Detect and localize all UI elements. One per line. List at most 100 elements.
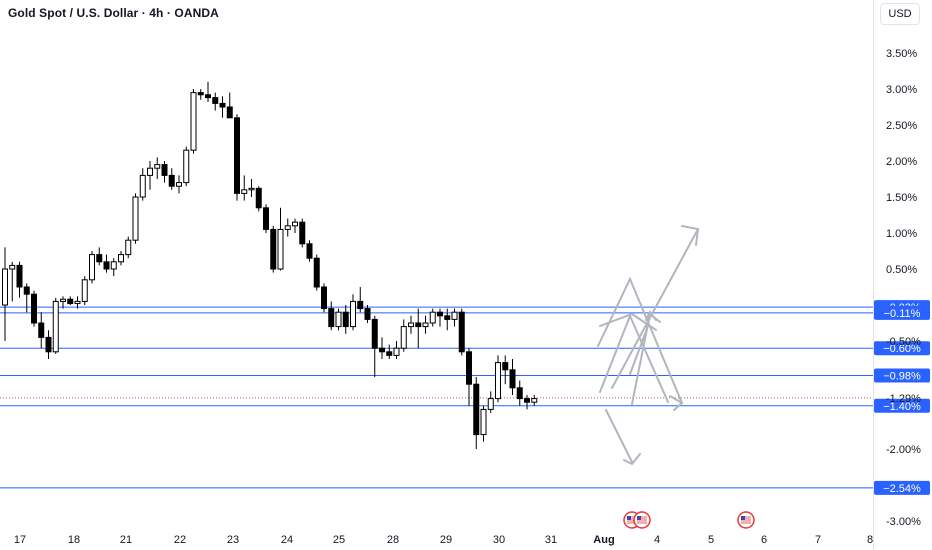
candle — [139, 168, 146, 201]
candle-body — [415, 322, 422, 328]
flag-canton — [627, 516, 631, 520]
y-tick-label: 1.50% — [886, 192, 917, 204]
level-label-text: −0.60% — [883, 343, 921, 355]
arrow-head — [681, 225, 700, 246]
level-label-text: −0.11% — [884, 308, 921, 320]
flag-canton — [741, 516, 745, 520]
candle — [487, 391, 494, 413]
candle — [502, 355, 509, 385]
candle-body — [502, 362, 509, 371]
candle — [147, 161, 153, 190]
candle-body — [458, 311, 465, 353]
candle-body — [342, 311, 349, 328]
arrow-head — [623, 453, 641, 466]
candle-body — [400, 326, 407, 349]
candle — [103, 254, 110, 273]
candle — [357, 287, 364, 313]
candle — [67, 296, 74, 305]
x-tick-label: 8 — [867, 534, 873, 546]
flag-field — [741, 516, 751, 524]
candle — [270, 225, 277, 273]
level-label-text: −1.40% — [883, 401, 921, 413]
candle-body — [429, 311, 436, 324]
candle-body — [31, 293, 37, 324]
candle-body — [176, 182, 182, 187]
candle-body — [357, 300, 364, 310]
flag-canton — [637, 516, 641, 520]
y-tick-label: -0.50% — [886, 336, 921, 348]
candle-body — [444, 315, 451, 320]
arrow-head — [645, 310, 657, 321]
x-tick-label: 7 — [815, 534, 821, 546]
candle — [183, 146, 190, 187]
candle-body — [306, 243, 313, 259]
candle — [16, 261, 23, 298]
y-tick-label: 3.50% — [886, 48, 917, 60]
x-tick-label: 29 — [440, 534, 452, 546]
candle-body — [154, 164, 161, 169]
projection-path — [605, 409, 633, 463]
candle — [234, 114, 240, 201]
candle — [473, 377, 480, 449]
candle — [480, 405, 487, 442]
candle-body — [118, 254, 124, 263]
candle — [437, 308, 443, 327]
candle — [2, 247, 8, 341]
candle-body — [168, 174, 175, 187]
candle — [118, 251, 124, 266]
y-tick-label: -1.29% — [886, 393, 921, 405]
candle-body — [60, 298, 66, 302]
candle-body — [299, 221, 306, 245]
candle-body — [190, 92, 197, 151]
arrow-head — [669, 395, 684, 411]
candle — [168, 168, 175, 190]
candle-body — [451, 311, 458, 320]
candle — [190, 89, 197, 154]
candle-body — [183, 149, 190, 184]
candle-body — [350, 300, 356, 328]
candle-body — [241, 189, 248, 194]
candle — [342, 305, 349, 334]
candle — [74, 296, 81, 309]
candle — [429, 308, 436, 327]
price-axis-divider — [873, 0, 874, 550]
level-label: −1.40% — [874, 398, 930, 413]
candle-body — [74, 300, 81, 305]
level-label: −0.11% — [874, 305, 930, 320]
candle-body — [408, 322, 414, 328]
candle-body — [147, 167, 153, 176]
candle — [350, 294, 356, 331]
candle — [415, 308, 422, 349]
candle — [45, 330, 52, 359]
candle — [132, 193, 139, 244]
candle — [38, 312, 45, 349]
candle — [393, 341, 400, 359]
candle-body — [234, 117, 240, 194]
candle — [255, 186, 262, 212]
candle-body — [139, 174, 146, 198]
x-tick-label: 18 — [68, 534, 80, 546]
candle — [176, 175, 182, 194]
level-label: −0.98% — [874, 368, 930, 383]
candle — [96, 247, 103, 266]
candle — [197, 89, 204, 100]
candle-body — [205, 94, 211, 99]
candle — [110, 258, 117, 277]
candle — [212, 92, 219, 111]
y-tick-label: -3.00% — [886, 516, 921, 528]
candle — [31, 290, 37, 327]
candle-body — [125, 239, 132, 256]
projection-shape — [597, 225, 700, 466]
x-tick-label: 4 — [654, 534, 660, 546]
candle-body — [89, 254, 95, 281]
x-tick-label: 30 — [493, 534, 505, 546]
candle-body — [509, 369, 516, 389]
chart-title: Gold Spot / U.S. Dollar · 4h · OANDA — [8, 6, 219, 20]
flag-field — [627, 516, 637, 524]
candle-body — [2, 268, 8, 306]
currency-button[interactable]: USD — [880, 3, 920, 25]
candle — [335, 308, 342, 331]
candle-body — [524, 398, 530, 403]
candle — [451, 308, 458, 327]
